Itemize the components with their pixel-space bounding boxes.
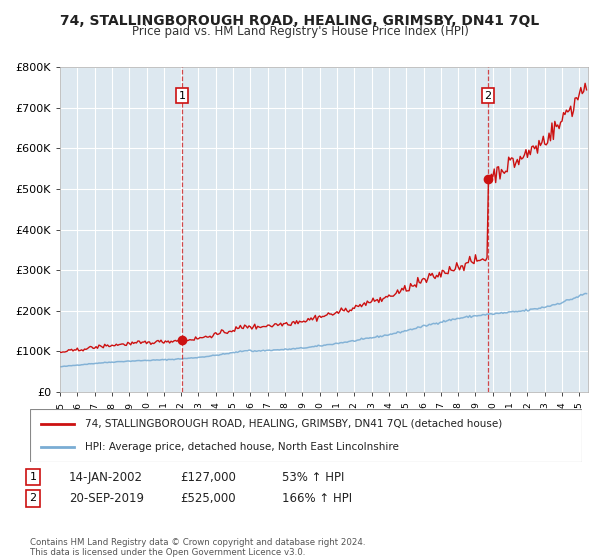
Text: 1: 1 <box>178 91 185 101</box>
Text: 2: 2 <box>484 91 491 101</box>
Text: Price paid vs. HM Land Registry's House Price Index (HPI): Price paid vs. HM Land Registry's House … <box>131 25 469 38</box>
Text: £525,000: £525,000 <box>180 492 236 505</box>
Text: £127,000: £127,000 <box>180 470 236 484</box>
FancyBboxPatch shape <box>30 409 582 462</box>
Text: 53% ↑ HPI: 53% ↑ HPI <box>282 470 344 484</box>
Text: 2: 2 <box>29 493 37 503</box>
Text: Contains HM Land Registry data © Crown copyright and database right 2024.
This d: Contains HM Land Registry data © Crown c… <box>30 538 365 557</box>
Text: 14-JAN-2002: 14-JAN-2002 <box>69 470 143 484</box>
Text: 166% ↑ HPI: 166% ↑ HPI <box>282 492 352 505</box>
Text: 1: 1 <box>29 472 37 482</box>
Text: HPI: Average price, detached house, North East Lincolnshire: HPI: Average price, detached house, Nort… <box>85 442 399 452</box>
Text: 74, STALLINGBOROUGH ROAD, HEALING, GRIMSBY, DN41 7QL: 74, STALLINGBOROUGH ROAD, HEALING, GRIMS… <box>61 14 539 28</box>
Text: 74, STALLINGBOROUGH ROAD, HEALING, GRIMSBY, DN41 7QL (detached house): 74, STALLINGBOROUGH ROAD, HEALING, GRIMS… <box>85 419 502 429</box>
Text: 20-SEP-2019: 20-SEP-2019 <box>69 492 144 505</box>
